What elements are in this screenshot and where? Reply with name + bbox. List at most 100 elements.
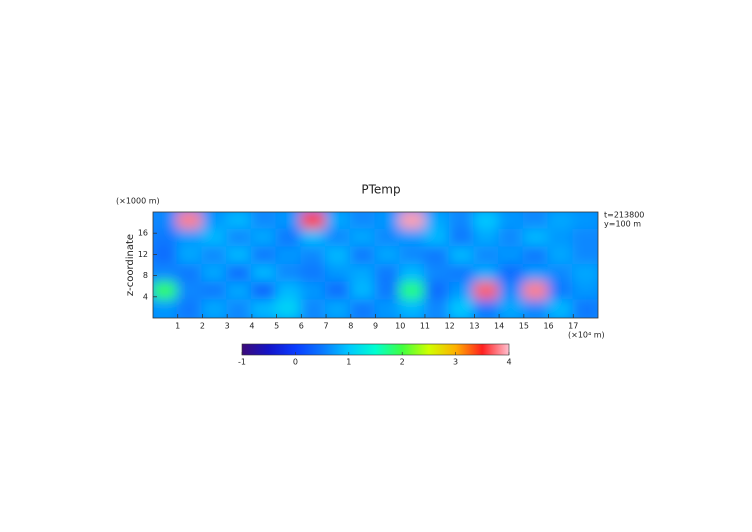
cell bbox=[399, 228, 426, 249]
colorbar bbox=[241, 343, 510, 356]
y-unit-label: (×1000 m) bbox=[116, 197, 160, 206]
cell bbox=[473, 299, 501, 318]
colorbar-tick-label: 3 bbox=[453, 358, 458, 367]
cell bbox=[176, 246, 204, 266]
cell bbox=[448, 281, 476, 302]
x-unit-label: (×10⁴ m) bbox=[568, 331, 605, 340]
cell bbox=[300, 264, 328, 284]
cell bbox=[399, 264, 426, 284]
cell bbox=[201, 228, 229, 249]
cell bbox=[153, 264, 179, 284]
cell bbox=[423, 299, 451, 318]
cell bbox=[153, 281, 179, 302]
cell bbox=[300, 281, 328, 302]
cell bbox=[374, 281, 402, 302]
cell bbox=[226, 228, 253, 249]
cell bbox=[275, 264, 303, 284]
cell bbox=[498, 212, 525, 231]
cell bbox=[349, 299, 377, 318]
cell bbox=[374, 299, 402, 318]
cell bbox=[547, 299, 575, 318]
x-tick-label: 15 bbox=[519, 322, 529, 331]
cell bbox=[448, 299, 476, 318]
cell bbox=[522, 281, 550, 302]
cell bbox=[522, 264, 550, 284]
cell bbox=[448, 212, 476, 231]
cells bbox=[153, 212, 598, 318]
cell bbox=[275, 246, 303, 266]
cell bbox=[572, 299, 598, 318]
cell bbox=[522, 228, 550, 249]
cell bbox=[522, 212, 550, 231]
cell bbox=[473, 212, 501, 231]
cell bbox=[473, 228, 501, 249]
cell bbox=[572, 212, 598, 231]
cell bbox=[300, 212, 328, 231]
cell bbox=[423, 281, 451, 302]
colorbar-tick-label: 4 bbox=[506, 358, 511, 367]
colorbar-tick-label: 0 bbox=[293, 358, 298, 367]
cell bbox=[250, 212, 278, 231]
cell bbox=[226, 246, 253, 266]
x-tick-label: 1 bbox=[175, 322, 180, 331]
chart-title: PTemp bbox=[361, 183, 400, 197]
cell bbox=[176, 212, 204, 231]
cell bbox=[250, 299, 278, 318]
colorbar-tick-label: 1 bbox=[346, 358, 351, 367]
cell bbox=[300, 299, 328, 318]
cell bbox=[201, 281, 229, 302]
cell bbox=[325, 228, 352, 249]
cell bbox=[176, 299, 204, 318]
cell bbox=[473, 264, 501, 284]
cell bbox=[201, 212, 229, 231]
cell bbox=[498, 228, 525, 249]
cell bbox=[399, 299, 426, 318]
cell bbox=[423, 264, 451, 284]
cell bbox=[547, 246, 575, 266]
x-tick-label: 16 bbox=[543, 322, 553, 331]
cell bbox=[275, 299, 303, 318]
cell bbox=[399, 246, 426, 266]
cell bbox=[572, 264, 598, 284]
cell bbox=[374, 246, 402, 266]
cell bbox=[349, 264, 377, 284]
cell bbox=[176, 281, 204, 302]
cell bbox=[300, 246, 328, 266]
cell bbox=[201, 264, 229, 284]
cell bbox=[325, 299, 352, 318]
cell bbox=[547, 212, 575, 231]
y-tick-label: 12 bbox=[138, 250, 148, 259]
x-tick-label: 11 bbox=[420, 322, 430, 331]
cell bbox=[275, 281, 303, 302]
cell bbox=[226, 264, 253, 284]
cell bbox=[448, 228, 476, 249]
cell bbox=[572, 246, 598, 266]
cell bbox=[201, 246, 229, 266]
cell bbox=[399, 281, 426, 302]
cell bbox=[250, 246, 278, 266]
x-tick-label: 12 bbox=[445, 322, 455, 331]
cell bbox=[176, 228, 204, 249]
cell bbox=[325, 246, 352, 266]
cell bbox=[448, 264, 476, 284]
cell bbox=[153, 246, 179, 266]
cell bbox=[498, 299, 525, 318]
cell bbox=[399, 212, 426, 231]
cell bbox=[201, 299, 229, 318]
cell bbox=[349, 228, 377, 249]
cell bbox=[473, 281, 501, 302]
x-tick-label: 14 bbox=[494, 322, 504, 331]
cell bbox=[275, 212, 303, 231]
x-tick-label: 5 bbox=[274, 322, 279, 331]
cell bbox=[374, 228, 402, 249]
cell bbox=[374, 264, 402, 284]
colorbar-tick-label: 2 bbox=[400, 358, 405, 367]
cell bbox=[349, 246, 377, 266]
y-axis-label: z-coordinate bbox=[125, 234, 136, 296]
cell bbox=[250, 228, 278, 249]
cell bbox=[226, 281, 253, 302]
cell bbox=[374, 212, 402, 231]
cell bbox=[498, 281, 525, 302]
cell bbox=[423, 212, 451, 231]
y-tick-label: 4 bbox=[143, 292, 148, 301]
